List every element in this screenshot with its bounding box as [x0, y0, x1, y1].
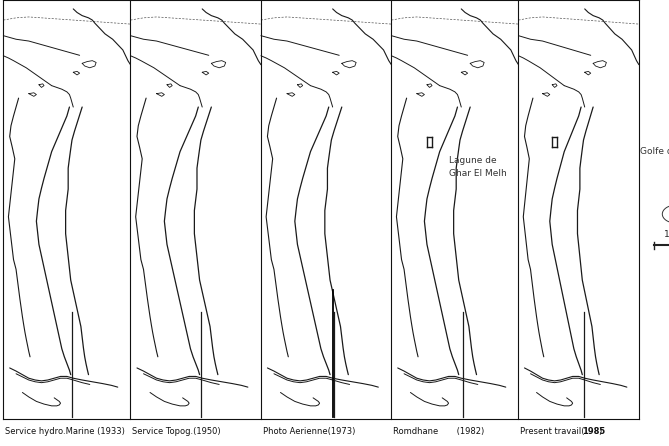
- Text: Romdhane       (1982): Romdhane (1982): [393, 427, 484, 436]
- Text: 1985: 1985: [582, 427, 605, 436]
- Text: Service Topog.(1950): Service Topog.(1950): [132, 427, 221, 436]
- Text: ): ): [598, 427, 601, 436]
- Text: Service hydro.Marine (1933): Service hydro.Marine (1933): [5, 427, 125, 436]
- Text: Ghar El Melh: Ghar El Melh: [448, 169, 506, 178]
- Text: 1 Km: 1 Km: [664, 230, 669, 239]
- Text: Present travail(: Present travail(: [520, 427, 585, 436]
- Text: Photo Aerienne(1973): Photo Aerienne(1973): [263, 427, 355, 436]
- Text: Lagune de: Lagune de: [448, 156, 496, 165]
- Text: Golfe de Tunis: Golfe de Tunis: [640, 147, 669, 156]
